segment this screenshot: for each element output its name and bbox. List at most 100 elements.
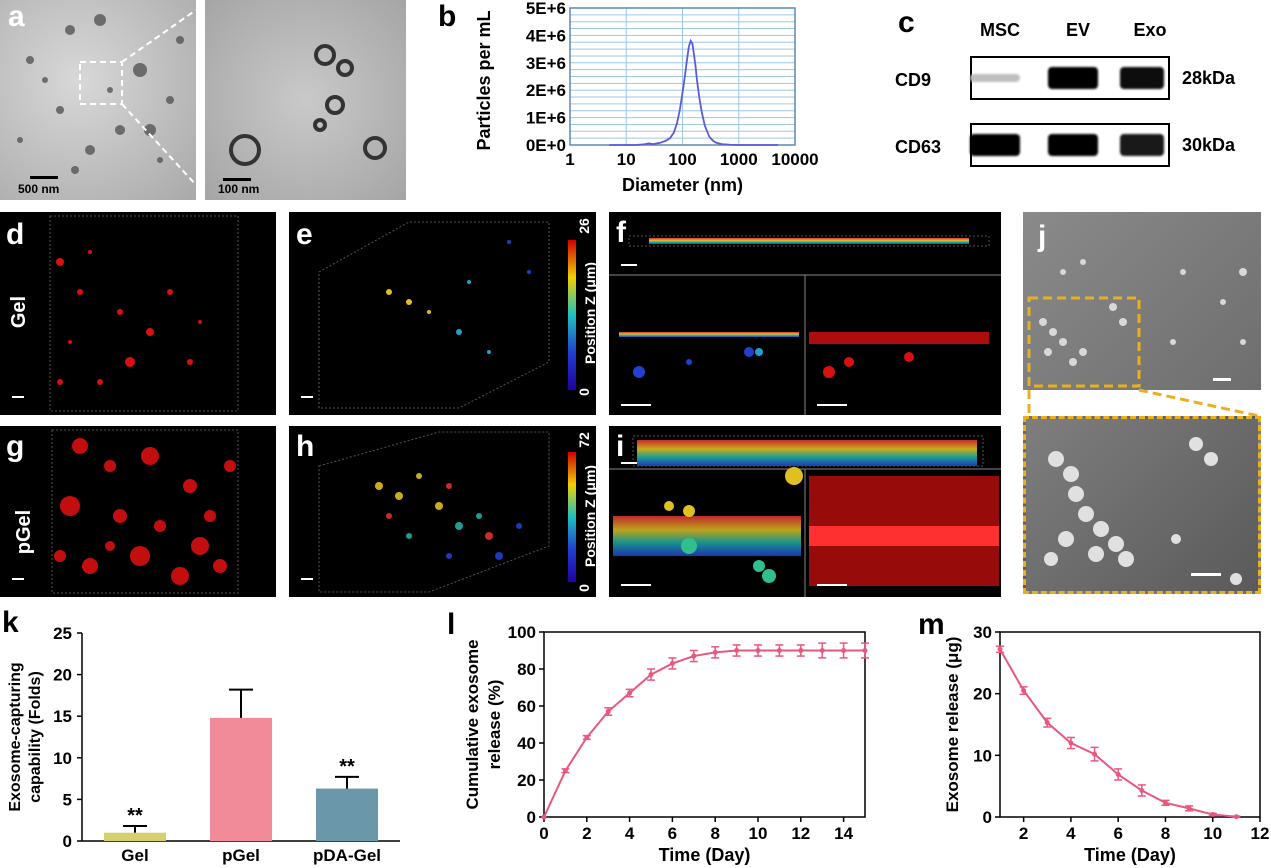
data-point bbox=[1092, 751, 1098, 757]
tem-vesicles bbox=[223, 44, 387, 181]
colorbar-h bbox=[568, 452, 576, 582]
y-tick-label: 20 bbox=[53, 666, 72, 685]
confocal-pgel-2d bbox=[0, 426, 276, 597]
blot-strip bbox=[970, 123, 1170, 167]
data-point bbox=[1186, 805, 1192, 811]
panel-label-h: h bbox=[296, 430, 315, 463]
x-tick-label: Gel bbox=[121, 846, 148, 865]
panel-label-f: f bbox=[616, 216, 626, 249]
blot-size-label: 30kDa bbox=[1182, 135, 1236, 155]
blot-size-label: 28kDa bbox=[1182, 68, 1236, 88]
data-point bbox=[755, 648, 761, 653]
series-line bbox=[609, 38, 779, 146]
x-tick-label: 8 bbox=[1161, 824, 1170, 843]
data-point bbox=[798, 648, 804, 653]
x-tick-label: 14 bbox=[834, 824, 853, 843]
data-point bbox=[819, 648, 825, 653]
y-tick-label: 5E+6 bbox=[526, 0, 566, 18]
data-point bbox=[648, 672, 654, 678]
chart-m-exosome-release: 0 10 20 30 2 4 6 8 10 12 Time (Day) Exosome release… bbox=[943, 623, 1270, 865]
blot-row-label: CD9 bbox=[895, 70, 932, 90]
row-label-pgel: pGel bbox=[13, 509, 35, 555]
x-tick-label: 10 bbox=[617, 150, 636, 169]
confocal-gel-3d bbox=[289, 212, 596, 415]
data-point bbox=[1044, 720, 1050, 726]
y-axis-label-line: Cumulative exosome bbox=[463, 639, 482, 809]
confocal-pgel-side-view bbox=[609, 426, 1001, 597]
confocal-gel-side-view bbox=[609, 212, 1001, 415]
y-tick-label: 20 bbox=[973, 685, 992, 704]
x-tick-label: 4 bbox=[625, 824, 635, 843]
panel-label-l: l bbox=[447, 608, 456, 641]
x-tick-label: 2 bbox=[1019, 824, 1028, 843]
y-tick-label: 3E+6 bbox=[526, 54, 566, 73]
x-tick-label: 2 bbox=[582, 824, 591, 843]
x-tick-label: 12 bbox=[1251, 824, 1270, 843]
confocal-gel-2d bbox=[0, 212, 276, 415]
panel-label-j: j bbox=[1038, 220, 1047, 253]
blot-column-label: EV bbox=[1065, 20, 1090, 40]
blot-column-label: MSC bbox=[980, 20, 1020, 40]
y-tick-label: 10 bbox=[973, 746, 992, 765]
confocal-pgel-3d bbox=[289, 426, 596, 597]
x-tick-label: 4 bbox=[1066, 824, 1076, 843]
colorbar-e-bottom: 0 bbox=[575, 388, 592, 396]
y-tick-label: 5 bbox=[63, 790, 72, 809]
y-axis-label-line: Exosome release (μg) bbox=[943, 637, 962, 813]
y-tick-label: 1E+6 bbox=[526, 109, 566, 128]
data-point bbox=[1210, 812, 1216, 818]
colorbar-e-top: 26 bbox=[575, 218, 592, 234]
y-tick-label: 25 bbox=[53, 624, 72, 643]
plot-frame bbox=[569, 7, 796, 146]
data-point bbox=[562, 768, 568, 774]
significance-label: ** bbox=[127, 805, 143, 827]
data-point bbox=[1068, 740, 1074, 746]
x-tick-label: 6 bbox=[668, 824, 677, 843]
data-point bbox=[776, 648, 782, 653]
y-tick-label: 15 bbox=[53, 707, 72, 726]
x-tick-label: 8 bbox=[710, 824, 719, 843]
plot-frame bbox=[999, 631, 1261, 818]
y-tick-label: 4E+6 bbox=[526, 26, 566, 45]
blot-row-label: CD63 bbox=[895, 137, 942, 157]
panel-label-e: e bbox=[296, 218, 313, 251]
row-label-gel: Gel bbox=[8, 295, 30, 329]
y-tick-label: 100 bbox=[508, 623, 536, 642]
data-point bbox=[584, 734, 590, 740]
panel-label-m: m bbox=[918, 608, 945, 641]
panel-label-b: b bbox=[438, 0, 457, 33]
x-tick-label: 12 bbox=[791, 824, 810, 843]
western-blot: MSC EV Exo CD9 28kDa CD63 30kDa bbox=[895, 18, 1260, 168]
data-point bbox=[669, 660, 675, 666]
x-tick-label: 10000 bbox=[771, 150, 818, 169]
data-point bbox=[1139, 787, 1145, 793]
data-point bbox=[1233, 814, 1239, 820]
blot-strip bbox=[970, 56, 1170, 100]
bar bbox=[104, 832, 166, 841]
y-tick-label: 40 bbox=[517, 734, 536, 753]
scale-bar-label-a-right: 100 nm bbox=[218, 182, 260, 196]
panel-label-i: i bbox=[616, 430, 625, 463]
colorbar-h-label: Position Z (μm) bbox=[582, 465, 598, 567]
blot-band bbox=[1120, 67, 1164, 89]
y-tick-label: 60 bbox=[517, 697, 536, 716]
y-axis-label-line: release (%) bbox=[485, 680, 504, 770]
x-tick-label: 0 bbox=[539, 824, 548, 843]
data-point bbox=[712, 649, 718, 655]
data-point bbox=[541, 814, 547, 820]
blot-band bbox=[970, 134, 1020, 156]
y-tick-label: 80 bbox=[517, 660, 536, 679]
tem-image-zoom bbox=[205, 0, 406, 200]
panel-label-k: k bbox=[2, 606, 19, 639]
chart-b-size-distribution: 0E+0 1E+6 2E+6 3E+6 4E+6 5E+6 1 10 100 1000 10000 D… bbox=[474, 0, 819, 195]
tem-particles bbox=[17, 9, 196, 186]
bar bbox=[210, 717, 272, 841]
data-point bbox=[605, 709, 611, 715]
y-tick-label: 0E+0 bbox=[526, 136, 566, 155]
data-point bbox=[1115, 771, 1121, 777]
colorbar-e bbox=[568, 240, 576, 390]
data-point bbox=[1162, 800, 1168, 806]
x-tick-label: 1 bbox=[565, 150, 574, 169]
x-tick-label: 100 bbox=[668, 150, 696, 169]
x-tick-label: 10 bbox=[1203, 824, 1222, 843]
